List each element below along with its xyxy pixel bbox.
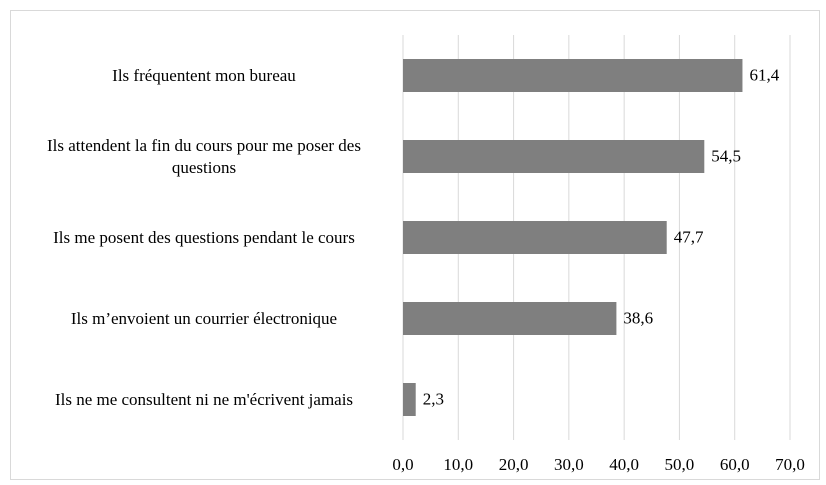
x-tick-label: 70,0 [775,455,805,474]
value-label: 47,7 [674,227,704,246]
bar [403,59,743,92]
x-tick-label: 40,0 [609,455,639,474]
chart-border [10,10,820,480]
x-tick-label: 20,0 [499,455,529,474]
y-tick-label: Ils fréquentent mon bureau [112,65,296,85]
value-label: 38,6 [623,308,653,327]
y-tick-label: Ils me posent des questions pendant le c… [53,227,355,247]
value-label: 2,3 [423,389,444,408]
y-tick-label: Ils ne me consultent ni ne m'écrivent ja… [54,389,354,409]
x-tick-label: 10,0 [443,455,473,474]
y-tick-label: Ils attendent la fin du cours pour me po… [47,135,361,177]
x-tick-label: 60,0 [720,455,750,474]
bar [403,140,705,173]
y-tick-label: Ils m’envoient un courrier électronique [70,308,338,328]
x-tick-label: 0,0 [392,455,413,474]
x-tick-label: 50,0 [665,455,695,474]
value-label: 54,5 [711,146,741,165]
bar [403,221,667,254]
bar [403,302,617,335]
value-label: 61,4 [749,65,779,84]
x-tick-label: 30,0 [554,455,584,474]
bar [403,383,416,416]
